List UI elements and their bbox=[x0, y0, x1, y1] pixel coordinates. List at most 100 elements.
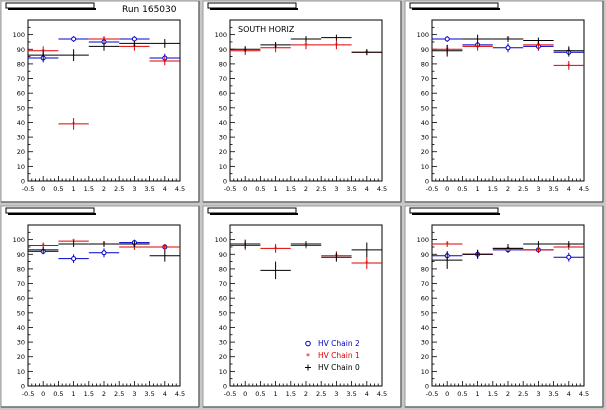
data-point-star: * bbox=[274, 245, 278, 253]
y-tick-label: 80 bbox=[219, 60, 227, 68]
x-tick-label: 4.5 bbox=[377, 185, 387, 193]
data-point-circle bbox=[101, 250, 107, 256]
x-tick-label: 3 bbox=[132, 185, 136, 193]
x-tick-label: 0.5 bbox=[457, 185, 467, 193]
y-tick-label: 70 bbox=[219, 75, 227, 83]
y-tick-label: 80 bbox=[421, 265, 429, 273]
y-tick-label: 100 bbox=[417, 236, 429, 244]
x-tick-label: 0 bbox=[243, 390, 247, 398]
y-tick-label: 60 bbox=[17, 295, 25, 303]
y-tick-label: 10 bbox=[421, 163, 429, 171]
x-tick-label: 4.5 bbox=[175, 390, 185, 398]
plot-frame bbox=[229, 224, 383, 387]
data-point-star: * bbox=[133, 244, 137, 252]
y-tick-label: 60 bbox=[421, 295, 429, 303]
x-tick-label: 1.5 bbox=[84, 390, 94, 398]
pad-title-box bbox=[5, 207, 95, 214]
y-tick-label: 90 bbox=[219, 46, 227, 54]
y-tick-label: 40 bbox=[17, 119, 25, 127]
x-tick-label: 0.5 bbox=[255, 390, 265, 398]
y-tick-label: 40 bbox=[421, 324, 429, 332]
y-tick-label: 60 bbox=[421, 90, 429, 98]
y-tick-label: 30 bbox=[17, 339, 25, 347]
x-tick-label: 1.5 bbox=[84, 185, 94, 193]
data-point-circle bbox=[131, 36, 137, 42]
y-tick-label: 30 bbox=[17, 134, 25, 142]
x-tick-label: 2 bbox=[304, 390, 308, 398]
legend-marker-star: * bbox=[306, 352, 310, 361]
data-point-star: * bbox=[133, 43, 137, 51]
y-tick-label: 0 bbox=[425, 178, 429, 186]
x-tick-label: 4 bbox=[567, 390, 571, 398]
y-tick-label: 40 bbox=[421, 119, 429, 127]
data-point-star: * bbox=[304, 41, 308, 49]
x-tick-label: 3 bbox=[536, 185, 540, 193]
y-tick-label: 30 bbox=[421, 339, 429, 347]
y-tick-label: 90 bbox=[17, 46, 25, 54]
x-tick-label: 2.5 bbox=[518, 390, 528, 398]
x-tick-label: 4.5 bbox=[579, 185, 589, 193]
x-tick-label: -0.5 bbox=[426, 185, 439, 193]
x-tick-label: 0 bbox=[445, 185, 449, 193]
x-tick-label: 2 bbox=[506, 185, 510, 193]
x-tick-label: 1 bbox=[476, 390, 480, 398]
y-tick-label: 60 bbox=[219, 90, 227, 98]
x-tick-label: -0.5 bbox=[22, 390, 35, 398]
x-tick-label: 2 bbox=[304, 185, 308, 193]
y-tick-label: 10 bbox=[17, 368, 25, 376]
legend-label: HV Chain 0 bbox=[318, 363, 360, 372]
x-tick-label: 2.5 bbox=[114, 185, 124, 193]
y-tick-label: 90 bbox=[421, 251, 429, 259]
pad-title-box bbox=[207, 207, 297, 214]
data-point-star: * bbox=[163, 244, 167, 252]
x-tick-label: 4 bbox=[365, 390, 369, 398]
y-tick-label: 70 bbox=[421, 75, 429, 83]
x-tick-label: -0.5 bbox=[426, 390, 439, 398]
legend-marker-circle bbox=[305, 340, 311, 347]
x-tick-label: 3 bbox=[536, 390, 540, 398]
data-point-star: * bbox=[445, 241, 449, 249]
y-tick-label: 40 bbox=[219, 119, 227, 127]
y-tick-label: 40 bbox=[17, 324, 25, 332]
data-point-circle bbox=[71, 256, 77, 262]
x-tick-label: 1.5 bbox=[488, 185, 498, 193]
x-tick-label: 4 bbox=[163, 185, 167, 193]
data-point-star: * bbox=[476, 43, 480, 51]
y-tick-label: 100 bbox=[13, 236, 25, 244]
data-point-circle bbox=[444, 36, 450, 42]
legend-label: HV Chain 1 bbox=[318, 351, 360, 360]
y-tick-label: 50 bbox=[17, 104, 25, 112]
x-tick-label: 3.5 bbox=[144, 185, 154, 193]
y-tick-label: 50 bbox=[421, 104, 429, 112]
run-label: Run 165030 bbox=[122, 5, 177, 15]
x-tick-label: 1 bbox=[476, 185, 480, 193]
y-tick-label: 50 bbox=[17, 309, 25, 317]
x-tick-label: 1 bbox=[274, 390, 278, 398]
y-tick-label: 20 bbox=[17, 148, 25, 156]
data-point-circle bbox=[71, 36, 77, 42]
x-tick-label: 1.5 bbox=[286, 185, 296, 193]
y-tick-label: 80 bbox=[421, 60, 429, 68]
x-tick-label: -0.5 bbox=[22, 185, 35, 193]
y-tick-label: 90 bbox=[219, 251, 227, 259]
y-tick-label: 80 bbox=[17, 60, 25, 68]
y-tick-label: 20 bbox=[17, 353, 25, 361]
y-tick-label: 50 bbox=[219, 104, 227, 112]
y-tick-label: 50 bbox=[219, 309, 227, 317]
legend: HV Chain 2 * HV Chain 1 HV Chain 0 bbox=[305, 339, 360, 372]
y-tick-label: 20 bbox=[421, 148, 429, 156]
y-tick-label: 0 bbox=[223, 383, 227, 391]
x-tick-label: 3.5 bbox=[346, 390, 356, 398]
x-tick-label: -0.5 bbox=[224, 185, 237, 193]
y-tick-label: 100 bbox=[215, 31, 227, 39]
data-point-circle bbox=[566, 254, 572, 260]
panel-annotation: SOUTH HORIZ bbox=[238, 25, 295, 34]
x-tick-label: 0.5 bbox=[53, 390, 63, 398]
y-tick-label: 30 bbox=[219, 134, 227, 142]
x-tick-label: 3 bbox=[334, 390, 338, 398]
